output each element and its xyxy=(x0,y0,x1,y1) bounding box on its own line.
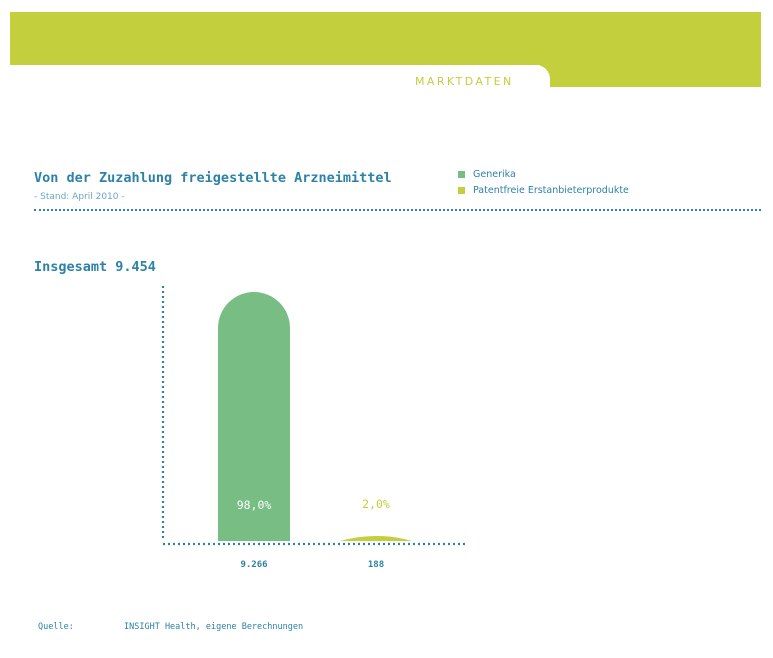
x-tick-label-2: 188 xyxy=(368,560,384,570)
bar-2 xyxy=(340,535,412,541)
chart-subtitle: - Stand: April 2010 - xyxy=(34,192,125,202)
bar-1-percent-label: 98,0% xyxy=(237,498,272,512)
bar-2-percent-label: 2,0% xyxy=(362,497,390,511)
legend-item-generika: Generika xyxy=(458,166,629,182)
legend-swatch-patentfrei xyxy=(458,186,465,194)
legend-label-generika: Generika xyxy=(473,168,516,180)
bar-1 xyxy=(218,292,290,541)
source-label: Quelle: xyxy=(38,622,74,632)
header-bar xyxy=(10,12,761,65)
source-text: INSIGHT Health, eigene Berechnungen xyxy=(124,622,304,632)
header-tab xyxy=(385,65,550,92)
header-tab-label: MARKTDATEN xyxy=(415,75,514,88)
legend-label-patentfrei: Patentfreie Erstanbieterprodukte xyxy=(473,184,629,196)
chart-legend: Generika Patentfreie Erstanbieterprodukt… xyxy=(458,166,629,198)
legend-swatch-generika xyxy=(458,170,465,178)
chart-title: Von der Zuzahlung freigestellte Arzneimi… xyxy=(34,170,392,186)
total-label: Insgesamt 9.454 xyxy=(34,259,156,275)
header-tab-strip xyxy=(540,65,761,87)
x-tick-label-1: 9.266 xyxy=(240,560,267,570)
title-divider xyxy=(34,209,761,211)
legend-item-patentfrei: Patentfreie Erstanbieterprodukte xyxy=(458,182,629,198)
